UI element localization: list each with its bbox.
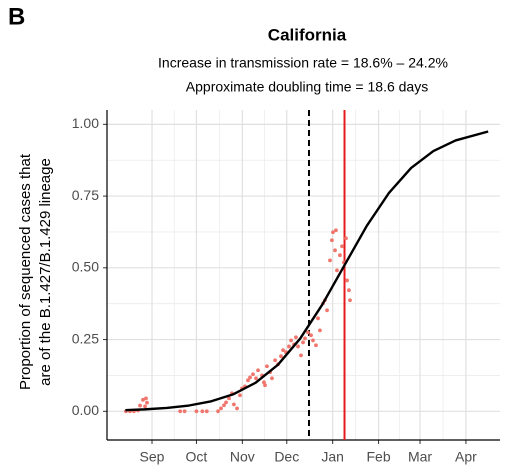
point (182, 409, 187, 414)
point (340, 244, 344, 249)
chart-title: California (268, 25, 347, 44)
point (331, 230, 335, 235)
point (200, 409, 205, 414)
point (348, 298, 352, 303)
point (281, 348, 285, 353)
x-tick-label: Feb (367, 449, 391, 465)
point (235, 406, 239, 411)
point (345, 278, 349, 283)
x-tick-label: Apr (455, 449, 477, 465)
point (330, 238, 334, 243)
point (143, 404, 147, 409)
point (299, 353, 303, 358)
point (314, 343, 318, 348)
point (248, 375, 252, 380)
y-axis-title: Proportion of sequenced cases that (17, 153, 34, 390)
point (204, 409, 209, 414)
point (222, 403, 226, 408)
y-tick-label: 1.00 (72, 115, 99, 131)
point (273, 358, 277, 363)
point (316, 316, 320, 321)
point (347, 288, 351, 293)
point (344, 236, 348, 241)
point (311, 338, 315, 343)
point (232, 402, 236, 407)
point (262, 380, 266, 385)
point (338, 253, 342, 258)
point (289, 338, 293, 343)
panel-label: B (8, 3, 25, 30)
point (334, 228, 338, 233)
point (141, 397, 145, 402)
y-tick-label: 0.25 (72, 330, 99, 346)
x-tick-label: Dec (274, 449, 299, 465)
point (251, 372, 255, 377)
x-tick-label: Mar (408, 449, 432, 465)
point (194, 409, 199, 414)
x-tick-label: Sep (140, 449, 165, 465)
point (301, 340, 305, 345)
point (219, 406, 223, 411)
y-tick-label: 0.00 (72, 402, 99, 418)
point (216, 409, 220, 414)
point (328, 258, 332, 263)
point (256, 368, 260, 373)
point (224, 400, 228, 405)
x-tick-label: Jan (321, 449, 344, 465)
point (318, 328, 322, 333)
point (306, 330, 310, 335)
point (325, 308, 329, 313)
point (303, 336, 307, 341)
y-tick-label: 0.75 (72, 187, 99, 203)
point (294, 335, 298, 340)
point (279, 354, 283, 359)
chart-subtitle: Approximate doubling time = 18.6 days (186, 79, 428, 95)
point (254, 376, 258, 381)
point (145, 400, 149, 405)
x-tick-label: Nov (230, 449, 255, 465)
point (144, 396, 148, 401)
point (270, 376, 274, 381)
point (238, 393, 242, 398)
point (265, 364, 269, 369)
x-tick-label: Oct (186, 449, 208, 465)
point (309, 333, 313, 338)
fit-curve (125, 130, 489, 412)
point (227, 396, 231, 401)
point (263, 383, 267, 388)
point (335, 268, 339, 273)
point (333, 248, 337, 253)
point (138, 403, 142, 408)
point (287, 344, 291, 349)
y-axis-title: are of the B.1.427/B.1.429 lineage (37, 158, 54, 386)
point (296, 344, 300, 349)
point (178, 409, 183, 414)
point (246, 378, 250, 383)
y-tick-label: 0.50 (72, 259, 99, 275)
chart-subtitle: Increase in transmission rate = 18.6% – … (158, 55, 448, 71)
